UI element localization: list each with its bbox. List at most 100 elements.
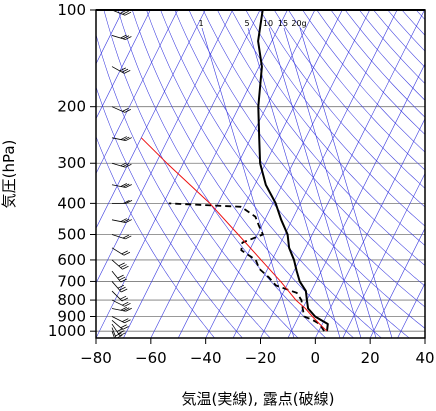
wind-barb-feather [119, 67, 127, 72]
wind-barb-feather [119, 286, 126, 291]
isotherm-line [96, 10, 233, 284]
wind-barb-feather [123, 200, 130, 204]
isotherm-line [260, 10, 425, 338]
isotherm-line [96, 10, 151, 120]
wind-barb [111, 234, 132, 240]
isotherm-line [424, 337, 425, 338]
dry-adiabat-line [117, 10, 327, 338]
wind-barb-feather [123, 218, 130, 223]
wind-barb-feather [125, 219, 132, 223]
dewpoint-line [168, 202, 325, 332]
wind-barb-feather [123, 251, 131, 256]
wind-barb-feather [120, 183, 127, 187]
wind-barb-feather [120, 34, 127, 39]
wind-barb-shaft [111, 270, 122, 283]
mixing-ratio-label: 15 [278, 19, 288, 28]
wind-barb [111, 316, 131, 324]
wind-barb-shaft [111, 281, 122, 293]
wind-barb-layer [111, 10, 133, 344]
wind-barb-feather [116, 339, 122, 342]
dry-adiabat-line [231, 10, 425, 246]
wind-barb-feather [122, 35, 130, 40]
wind-barb [111, 34, 132, 40]
x-tick-label: −20 [245, 349, 277, 367]
wind-barb-feather [122, 301, 129, 306]
mixing-ratio-line [247, 27, 341, 338]
wind-barb [111, 270, 127, 283]
wind-barb-feather [117, 341, 123, 344]
wind-barb-shaft [111, 327, 117, 338]
grid-layer [96, 10, 436, 338]
mixing-ratio-line [299, 27, 393, 338]
wind-barb [111, 218, 132, 223]
x-tick-label: 40 [415, 349, 434, 367]
tick-layer [90, 9, 426, 344]
isotherm-line [232, 10, 398, 338]
wind-barb-feather [124, 302, 131, 307]
wind-barb-feather [117, 274, 124, 279]
y-tick-label: 200 [57, 98, 86, 116]
mixing-ratio-label: 1 [198, 19, 203, 28]
y-tick-label: 800 [57, 291, 86, 309]
dry-adiabat-line [245, 10, 425, 227]
wind-barb [111, 247, 131, 256]
dry-adiabat-line [415, 10, 425, 21]
wind-barb-feather [119, 332, 126, 337]
wind-barb-feather [118, 262, 125, 267]
isotherm-line [315, 117, 425, 338]
y-tick-label: 500 [57, 226, 86, 244]
dry-adiabat-line [146, 10, 382, 338]
wind-barb-feather [125, 184, 132, 188]
mixing-ratio-line [201, 27, 295, 338]
dry-adiabat-line [160, 10, 410, 338]
wind-barb-feather [120, 324, 127, 329]
wind-barb-feather [125, 163, 132, 168]
mixing-ratio-line [283, 27, 377, 338]
temperature-line [257, 10, 329, 332]
isotherm-line [96, 10, 206, 230]
parcel-path-line [140, 137, 328, 332]
x-tick-label: 0 [311, 349, 321, 367]
y-tick-label: 100 [57, 1, 86, 19]
dry-adiabat-line [103, 10, 299, 338]
wind-barb-feather [124, 319, 131, 324]
x-tick-label: −40 [190, 349, 222, 367]
y-tick-label: 400 [57, 194, 86, 212]
y-tick-label: 900 [57, 307, 86, 325]
isotherm-line [150, 10, 316, 338]
dry-adiabat-line [259, 10, 425, 208]
wind-barb-feather [122, 318, 129, 322]
wind-barb-feather [115, 332, 122, 337]
wind-barb-feather [120, 136, 127, 140]
wind-barb-feather [121, 250, 128, 255]
label-layer: 1 5 10 15 20g−80 −60 −40 −20 0 20 4010020030040050… [48, 1, 435, 367]
wind-barb-feather [122, 234, 130, 239]
x-axis-label: 気温(実線), 露点(破線) [182, 390, 335, 408]
dry-adiabat-line [273, 10, 425, 189]
isotherm-line [123, 10, 288, 338]
wind-barb [111, 306, 132, 312]
wind-barb-feather [121, 288, 128, 293]
wind-barb [111, 320, 129, 330]
wind-barb-feather [119, 295, 127, 300]
wind-barb [111, 299, 131, 307]
isotherm-line [369, 227, 425, 338]
wind-barb [111, 183, 132, 188]
dry-adiabat-line [188, 10, 425, 308]
wind-barb-feather [125, 200, 133, 204]
x-tick-label: −60 [135, 349, 167, 367]
wind-barb-feather [122, 265, 129, 270]
wind-barb-feather [124, 11, 132, 16]
wind-barb-feather [117, 284, 125, 289]
dry-adiabat-line [288, 10, 425, 171]
wind-barb-feather [123, 183, 130, 188]
wind-barb [111, 259, 129, 270]
dry-adiabat-line [174, 10, 425, 329]
wind-barb-feather [120, 264, 127, 268]
wind-barb-feather [122, 326, 129, 330]
dry-adiabat-line [430, 10, 436, 338]
wind-barb [111, 290, 129, 302]
y-tick-label: 700 [57, 272, 86, 290]
wind-barb [111, 136, 132, 141]
